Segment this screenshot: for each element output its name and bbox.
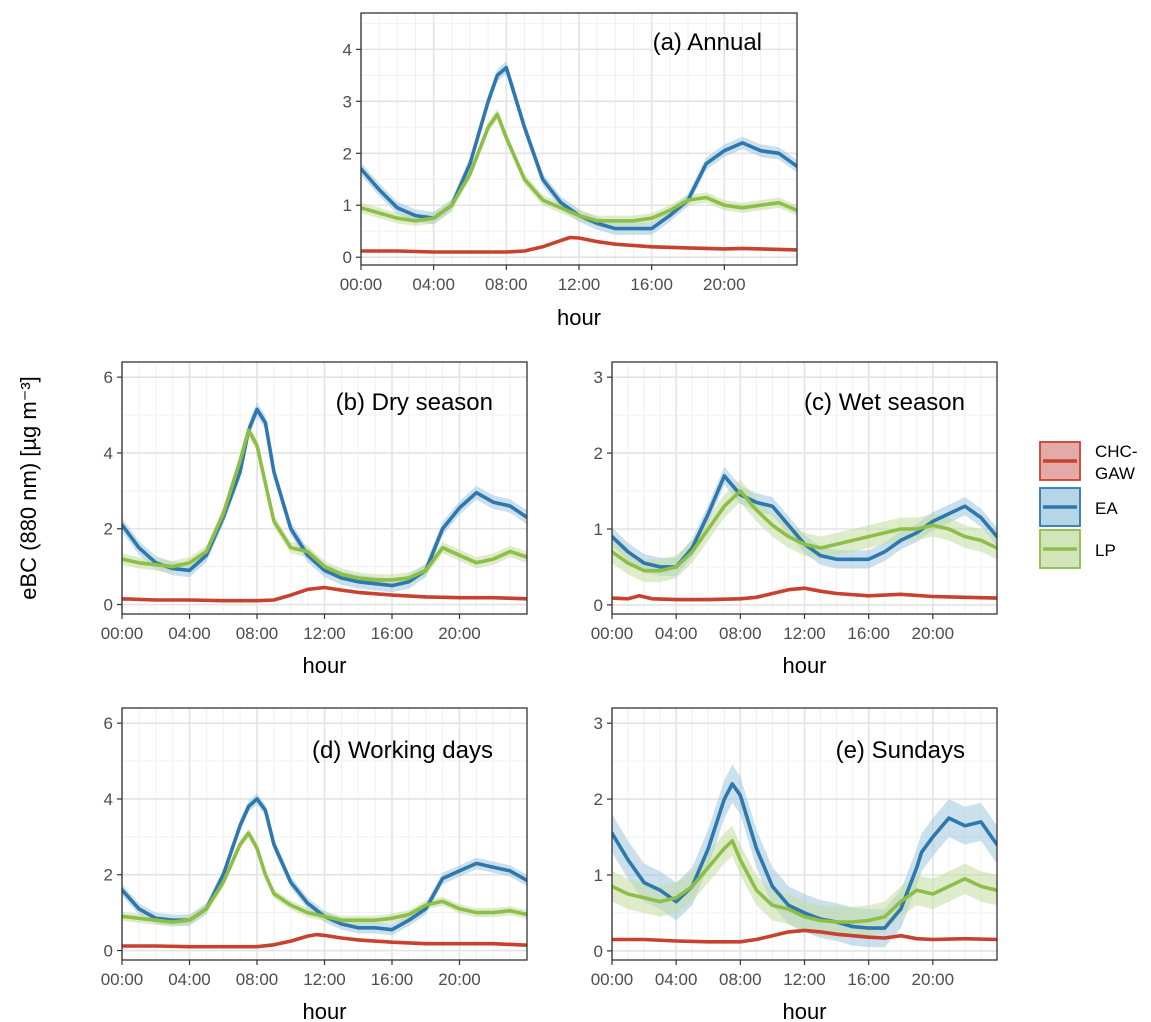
x-tick-label: 08:00 [719,624,762,643]
x-tick-label: 04:00 [168,970,211,989]
line-lp [122,428,527,582]
line-lp [612,838,997,924]
line-chc-gaw [361,235,797,254]
panel-c: 00:00 04:00 08:00 12:00 16:00 20:00 0 1 2 3 hour (c… [591,361,998,678]
y-tick-label: 4 [104,790,113,809]
y-tick-label: 2 [104,520,113,539]
x-tick-label: 12:00 [783,970,826,989]
panel-b: 00:00 04:00 08:00 12:00 16:00 20:00 0 2 4 6 hour (b… [101,361,528,678]
y-tick-label: 0 [104,596,113,615]
x-tick-label: 00:00 [101,970,144,989]
legend-label: CHC- [1095,442,1138,461]
y-tick-label: 6 [104,714,113,733]
y-tick-label: 6 [104,368,113,387]
x-tick-label: 20:00 [703,275,746,294]
y-tick-label: 3 [594,368,603,387]
x-tick-label: 00:00 [340,275,383,294]
series-group [612,764,997,948]
y-tick-label: 1 [343,196,352,215]
panel-title: (a) Annual [653,29,762,56]
legend-item: LP [1039,529,1116,569]
x-tick-label: 20:00 [438,970,481,989]
x-tick-label: 20:00 [438,624,481,643]
x-tick-label: 08:00 [236,624,279,643]
line-ea [612,782,997,930]
y-tick-label: 0 [104,942,113,961]
band-ea [612,466,997,576]
series-group [122,793,527,949]
x-axis-title: hour [302,999,346,1022]
band-lp [122,424,527,586]
panel-title: (c) Wet season [804,389,965,416]
x-tick-label: 16:00 [371,624,414,643]
legend: CHC- GAW EA LP [1039,441,1138,569]
legend-label: GAW [1095,464,1135,483]
x-tick-label: 12:00 [558,275,601,294]
line-lp [361,112,797,223]
x-tick-label: 04:00 [655,624,698,643]
y-tick-label: 2 [343,144,352,163]
y-tick-label: 0 [594,942,603,961]
x-tick-label: 00:00 [101,624,144,643]
y-tick-label: 2 [104,866,113,885]
series-group [612,466,997,602]
x-tick-label: 04:00 [655,970,698,989]
x-tick-label: 08:00 [236,970,279,989]
y-tick-label: 0 [594,596,603,615]
legend-item: EA [1039,487,1118,527]
x-tick-label: 12:00 [303,624,346,643]
x-axis-title: hour [302,653,346,678]
legend-item: CHC- GAW [1039,441,1138,483]
line-chc-gaw [612,928,997,944]
line-chc-gaw [122,932,527,949]
band-lp [122,828,527,927]
series-group [361,61,797,254]
x-tick-label: 16:00 [630,275,673,294]
x-tick-label: 04:00 [412,275,455,294]
y-tick-label: 1 [594,520,603,539]
panel-a: 00:00 04:00 08:00 12:00 16:00 20:00 0 1 2 3 4 hour (… [340,12,798,330]
y-tick-label: 0 [343,248,352,267]
panel-title: (e) Sundays [836,737,965,764]
line-lp [122,831,527,924]
panel-title: (d) Working days [312,737,493,764]
line-chc-gaw [612,586,997,602]
panels: 00:00 04:00 08:00 12:00 16:00 20:00 0 1 2 3 4 hour (… [101,12,998,1022]
y-tick-label: 4 [104,444,113,463]
x-tick-label: 16:00 [847,624,890,643]
panel-d: 00:00 04:00 08:00 12:00 16:00 20:00 0 2 4 6 hour (d… [101,707,528,1022]
x-tick-label: 16:00 [847,970,890,989]
x-tick-label: 20:00 [912,624,955,643]
panel-title: (b) Dry season [336,389,493,416]
x-axis-title: hour [557,305,601,330]
y-tick-label: 3 [594,714,603,733]
panel-e: 00:00 04:00 08:00 12:00 16:00 20:00 0 1 2 3 hour (e… [591,707,998,1022]
legend-label: EA [1095,499,1118,518]
y-tick-label: 1 [594,866,603,885]
x-tick-label: 08:00 [719,970,762,989]
x-tick-label: 12:00 [303,970,346,989]
y-tick-label: 2 [594,790,603,809]
line-lp [612,489,997,573]
legend-label: LP [1095,541,1116,560]
x-tick-label: 12:00 [783,624,826,643]
y-axis-title: eBC (880 nm) [µg m⁻³] [16,376,41,600]
y-tick-label: 4 [343,40,352,59]
x-tick-label: 20:00 [912,970,955,989]
x-tick-label: 04:00 [168,624,211,643]
y-tick-label: 2 [594,444,603,463]
line-chc-gaw [122,585,527,603]
line-ea [122,407,527,588]
x-tick-label: 00:00 [591,624,634,643]
x-tick-label: 00:00 [591,970,634,989]
x-tick-label: 08:00 [485,275,528,294]
x-tick-label: 16:00 [371,970,414,989]
series-group [122,402,527,603]
x-axis-title: hour [782,999,826,1022]
y-tick-label: 3 [343,92,352,111]
x-axis-title: hour [782,653,826,678]
